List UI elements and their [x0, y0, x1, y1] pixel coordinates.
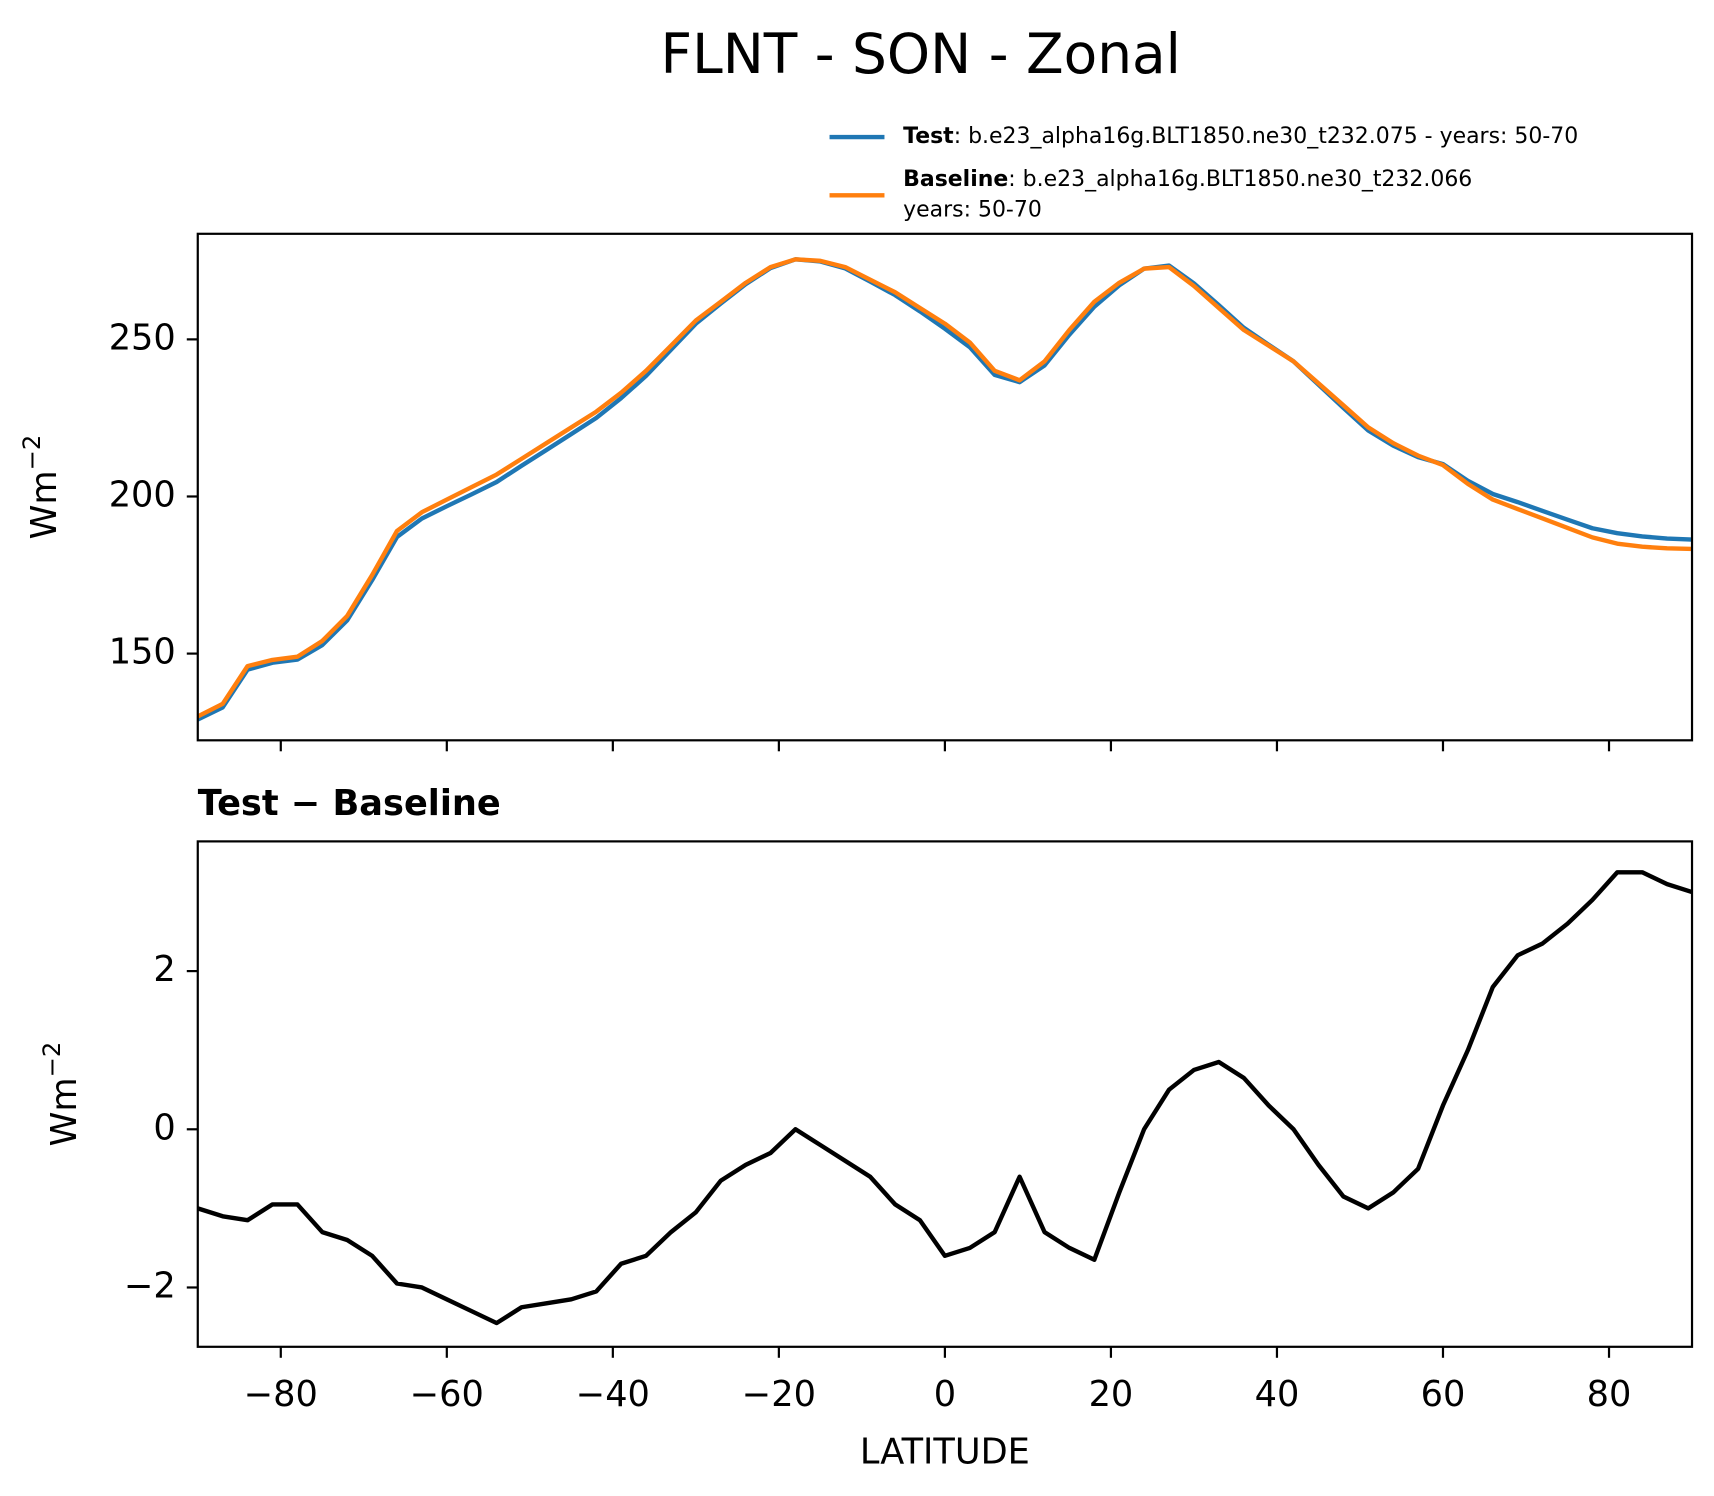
- y-tick-label: 0: [153, 1107, 175, 1148]
- legend-name: Test: [903, 124, 954, 149]
- y-axis-label: Wm−2: [38, 1042, 85, 1147]
- y-axis-label-text: Wm: [44, 1077, 85, 1146]
- x-tick-label: −80: [244, 1374, 318, 1415]
- x-tick-label: 20: [1089, 1374, 1134, 1415]
- y-axis-label-sup: −2: [18, 435, 46, 471]
- legend-name: Baseline: [903, 167, 1008, 192]
- x-tick-label: 40: [1255, 1374, 1300, 1415]
- x-tick-label: −20: [742, 1374, 816, 1415]
- x-axis-label: LATITUDE: [860, 1431, 1030, 1472]
- y-axis-label: Wm−2: [18, 435, 65, 540]
- y-tick-label: 200: [109, 474, 176, 515]
- x-tick-label: 60: [1421, 1374, 1466, 1415]
- difference-line: [197, 870, 1693, 1326]
- legend-description: : b.e23_alpha16g.BLT1850.ne30_t232.075 -…: [954, 124, 1579, 149]
- axes-frame: [196, 840, 1694, 1348]
- axes-title: Test − Baseline: [198, 783, 501, 824]
- y-tick-label: 2: [153, 949, 175, 990]
- series-line: [196, 257, 1693, 719]
- legend-description: : b.e23_alpha16g.BLT1850.ne30_t232.066: [1008, 167, 1472, 192]
- y-axis-label-text: Wm: [24, 470, 65, 539]
- x-tick-label: 0: [934, 1374, 956, 1415]
- y-tick-label: 150: [109, 632, 176, 673]
- legend-description: years: 50-70: [903, 198, 1042, 223]
- legend-label: years: 50-70: [903, 198, 1042, 223]
- axes-frame: [196, 232, 1694, 742]
- y-axis-label-sup: −2: [38, 1042, 66, 1078]
- x-tick-label: 80: [1587, 1374, 1632, 1415]
- y-tick-label: 250: [109, 317, 176, 358]
- y-tick-label: −2: [124, 1265, 176, 1306]
- legend-label: Test: b.e23_alpha16g.BLT1850.ne30_t232.0…: [903, 124, 1578, 149]
- x-tick-label: −40: [576, 1374, 650, 1415]
- x-tick-label: −60: [410, 1374, 484, 1415]
- figure-title: FLNT - SON - Zonal: [661, 22, 1181, 86]
- series-line: [196, 257, 1693, 722]
- legend-label: Baseline: b.e23_alpha16g.BLT1850.ne30_t2…: [903, 167, 1472, 192]
